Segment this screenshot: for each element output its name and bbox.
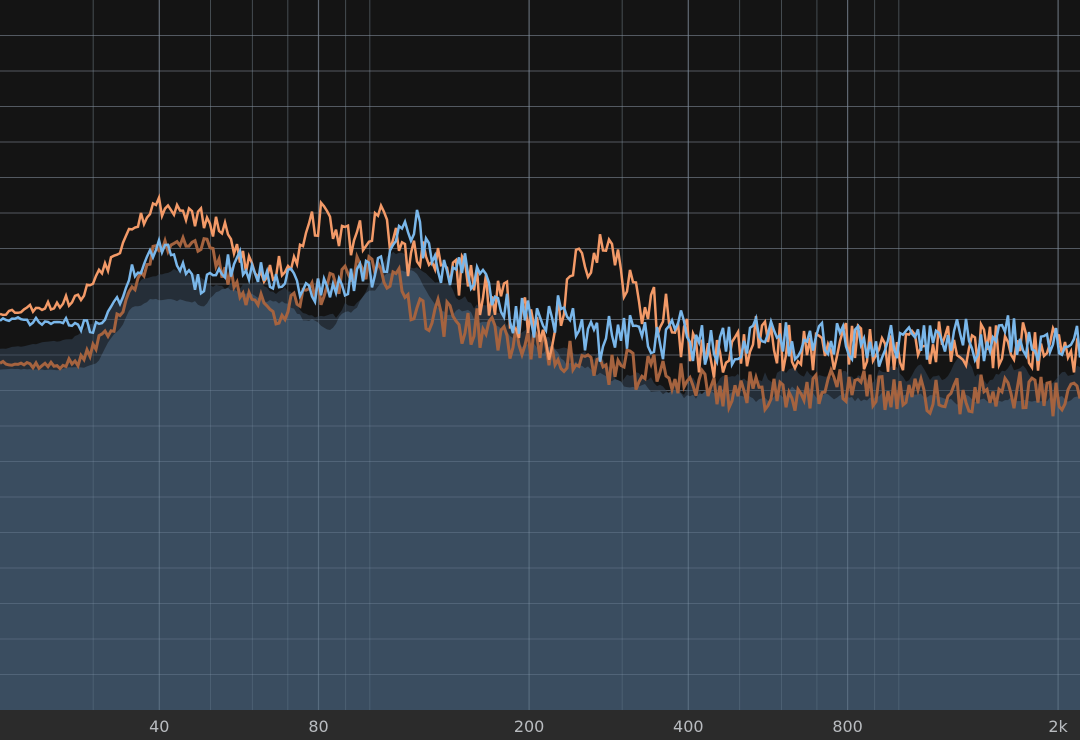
main-spectrum-fill [0,270,1080,710]
x-axis-tick-labels: 40 80 200 400 800 2k [149,717,1068,736]
x-tick-label: 400 [673,717,704,736]
x-tick-label: 2k [1048,717,1068,736]
x-axis-band [0,710,1080,740]
x-tick-label: 800 [832,717,863,736]
x-tick-label: 200 [514,717,545,736]
x-tick-label: 80 [308,717,328,736]
x-tick-label: 40 [149,717,169,736]
brown-spectrum-line [0,233,1080,417]
orange-spectrum-line [0,193,1080,378]
blue-spectrum-line [0,209,1080,369]
